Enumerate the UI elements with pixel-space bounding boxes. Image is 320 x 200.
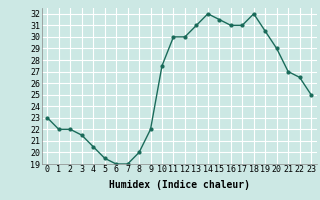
X-axis label: Humidex (Indice chaleur): Humidex (Indice chaleur): [109, 180, 250, 190]
